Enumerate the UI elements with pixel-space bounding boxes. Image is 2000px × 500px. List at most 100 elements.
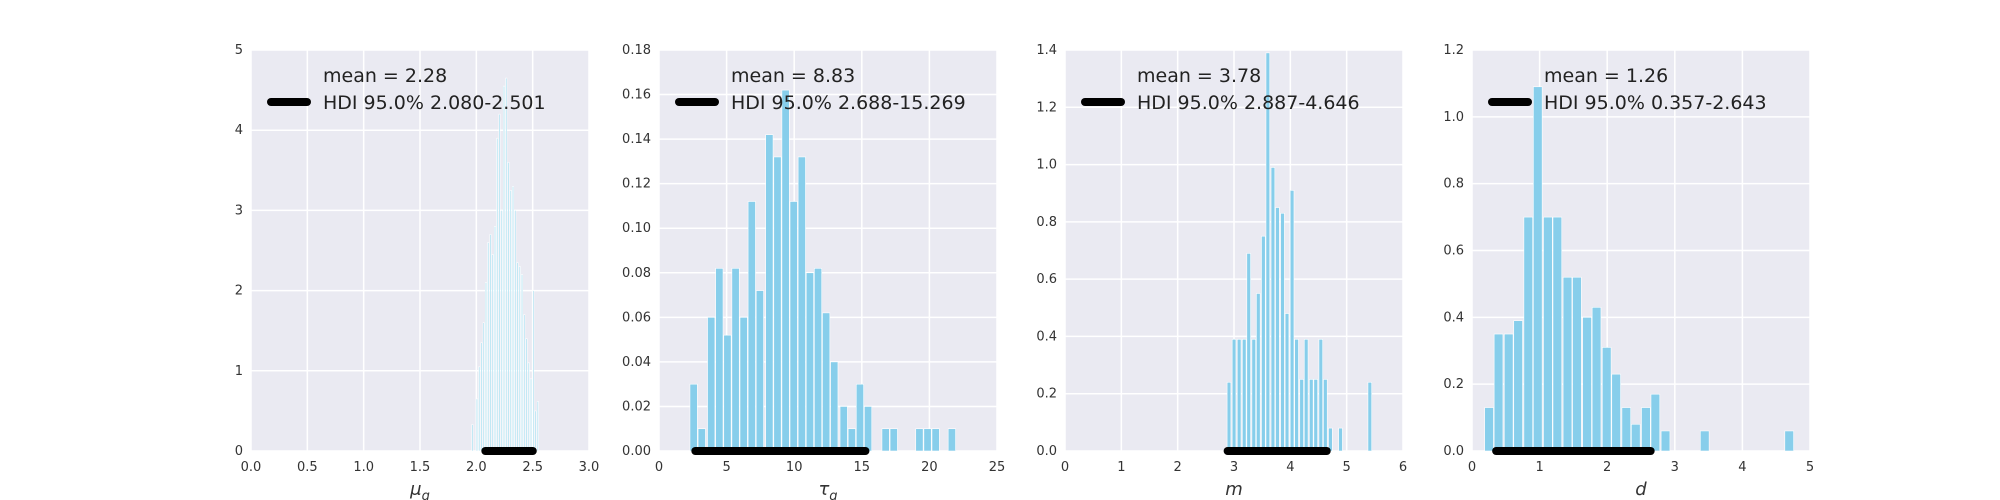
histogram-bar: [1246, 253, 1251, 452]
histogram-bar: [1660, 430, 1671, 452]
histogram-bar: [797, 156, 806, 452]
x-tick-label: 3.0: [579, 460, 600, 475]
histogram-bar: [1231, 338, 1237, 452]
histogram-bar: [1621, 407, 1632, 452]
histogram-bar: [814, 268, 823, 452]
histogram-bar: [1523, 216, 1533, 452]
x-axis-label: d: [1635, 479, 1647, 500]
legend-mean-text: mean = 8.83: [731, 65, 855, 87]
y-tick-label: 0.14: [622, 132, 651, 147]
histogram-bar: [489, 234, 492, 452]
x-axis-label: m: [1225, 479, 1243, 500]
x-tick-label: 1: [1535, 460, 1543, 475]
y-tick-label: 0.18: [622, 43, 651, 58]
histogram-bar: [1572, 276, 1582, 452]
legend-hdi-text: HDI 95.0% 2.688-15.269: [731, 92, 966, 114]
histogram-bar: [1251, 338, 1256, 452]
y-tick-label: 0.8: [1036, 215, 1057, 230]
y-tick-label: 0.2: [1036, 387, 1057, 402]
histogram-bar: [839, 406, 848, 452]
histogram-bar: [536, 400, 539, 452]
histogram-bar: [480, 342, 483, 452]
x-tick-label: 1.5: [410, 460, 431, 475]
x-tick-label: 5: [1343, 460, 1351, 475]
histogram-bar: [482, 322, 485, 452]
histogram-bar: [1318, 338, 1324, 452]
x-tick-label: 2.0: [466, 460, 487, 475]
histogram-bar: [805, 272, 814, 452]
histogram-bar: [1700, 430, 1710, 452]
y-tick-label: 1.2: [1036, 100, 1057, 115]
histogram-bar: [1601, 347, 1612, 452]
y-tick-label: 0.16: [622, 88, 651, 103]
histogram-bar: [1562, 276, 1573, 452]
histogram-bar: [864, 406, 873, 452]
histogram-bar: [1299, 379, 1304, 452]
histogram-bar: [478, 366, 481, 452]
histogram-bar: [1513, 320, 1523, 452]
histogram-panel-1: 0.0 0.5 1.0 1.5 2.0 2.5 3.0 0 1 2 3 4 5 mean = 2.28 HD…: [235, 43, 600, 500]
histogram-bar: [1256, 293, 1261, 452]
histogram-bar: [931, 428, 940, 452]
y-tick-label: 0.6: [1036, 272, 1057, 287]
histogram-bar: [1650, 393, 1661, 452]
histogram-bar: [755, 290, 764, 452]
histogram-bar: [1303, 338, 1309, 452]
histogram-bar: [881, 428, 890, 452]
y-tick-label: 1.2: [1443, 43, 1464, 58]
histogram-bar: [503, 85, 505, 452]
histogram-bar: [496, 137, 499, 452]
histogram-bar: [689, 383, 698, 452]
histogram-bar: [1294, 338, 1299, 452]
histogram-bar: [516, 262, 519, 452]
y-tick-label: 1.0: [1036, 158, 1057, 173]
y-tick-label: 2: [235, 284, 243, 299]
histogram-bar: [1261, 235, 1266, 452]
histogram-bar: [491, 254, 494, 452]
histogram-bar: [1309, 379, 1314, 452]
histogram-bar: [527, 362, 530, 452]
x-axis-label: μg: [409, 479, 430, 500]
histogram-panel-3: 0 1 2 3 4 5 6 0.0 0.2 0.4 0.6 0.8 1.0 1.2 1.4 mean = 3.…: [1036, 43, 1407, 500]
x-tick-label: 6: [1399, 460, 1407, 475]
histogram-bar: [765, 134, 774, 452]
histogram-bar: [1275, 207, 1280, 452]
histogram-bar: [781, 89, 790, 452]
histogram-bar: [494, 226, 496, 452]
x-tick-label: 0.0: [241, 460, 262, 475]
histogram-bar: [498, 113, 501, 452]
histogram-bar: [532, 290, 535, 452]
y-tick-label: 1.0: [1443, 110, 1464, 125]
histogram-bar: [1591, 307, 1602, 452]
histogram-bar: [1641, 407, 1651, 452]
x-tick-label: 0.5: [297, 460, 318, 475]
histogram-bar: [747, 201, 756, 452]
histogram-bar: [476, 398, 478, 452]
histogram-bar: [739, 317, 748, 452]
legend-hdi-text: HDI 95.0% 2.887-4.646: [1137, 92, 1360, 114]
histogram-bar: [723, 334, 732, 452]
x-tick-label: 5: [1806, 460, 1814, 475]
histogram-bar: [1323, 379, 1328, 452]
x-tick-label: 0: [655, 460, 663, 475]
histogram-bar: [1313, 379, 1318, 452]
histogram-bar: [1784, 430, 1794, 452]
x-tick-label: 0: [1468, 460, 1476, 475]
y-tick-label: 0.6: [1443, 244, 1464, 259]
legend-hdi-text: HDI 95.0% 0.357-2.643: [1544, 92, 1767, 114]
y-tick-label: 0: [235, 444, 243, 459]
histogram-bar: [512, 186, 514, 452]
x-tick-label: 4: [1738, 460, 1746, 475]
x-tick-label: 1.0: [353, 460, 374, 475]
y-tick-label: 3: [235, 203, 243, 218]
histogram-bar: [789, 201, 798, 452]
histogram-bar: [1611, 373, 1621, 452]
x-tick-label: 15: [854, 460, 871, 475]
x-tick-label: 0: [1061, 460, 1069, 475]
legend-mean-text: mean = 2.28: [323, 65, 447, 87]
y-tick-label: 0.4: [1443, 310, 1464, 325]
histogram-bar: [1236, 338, 1242, 452]
histogram-bar: [1493, 333, 1504, 452]
y-tick-label: 0.06: [622, 310, 651, 325]
